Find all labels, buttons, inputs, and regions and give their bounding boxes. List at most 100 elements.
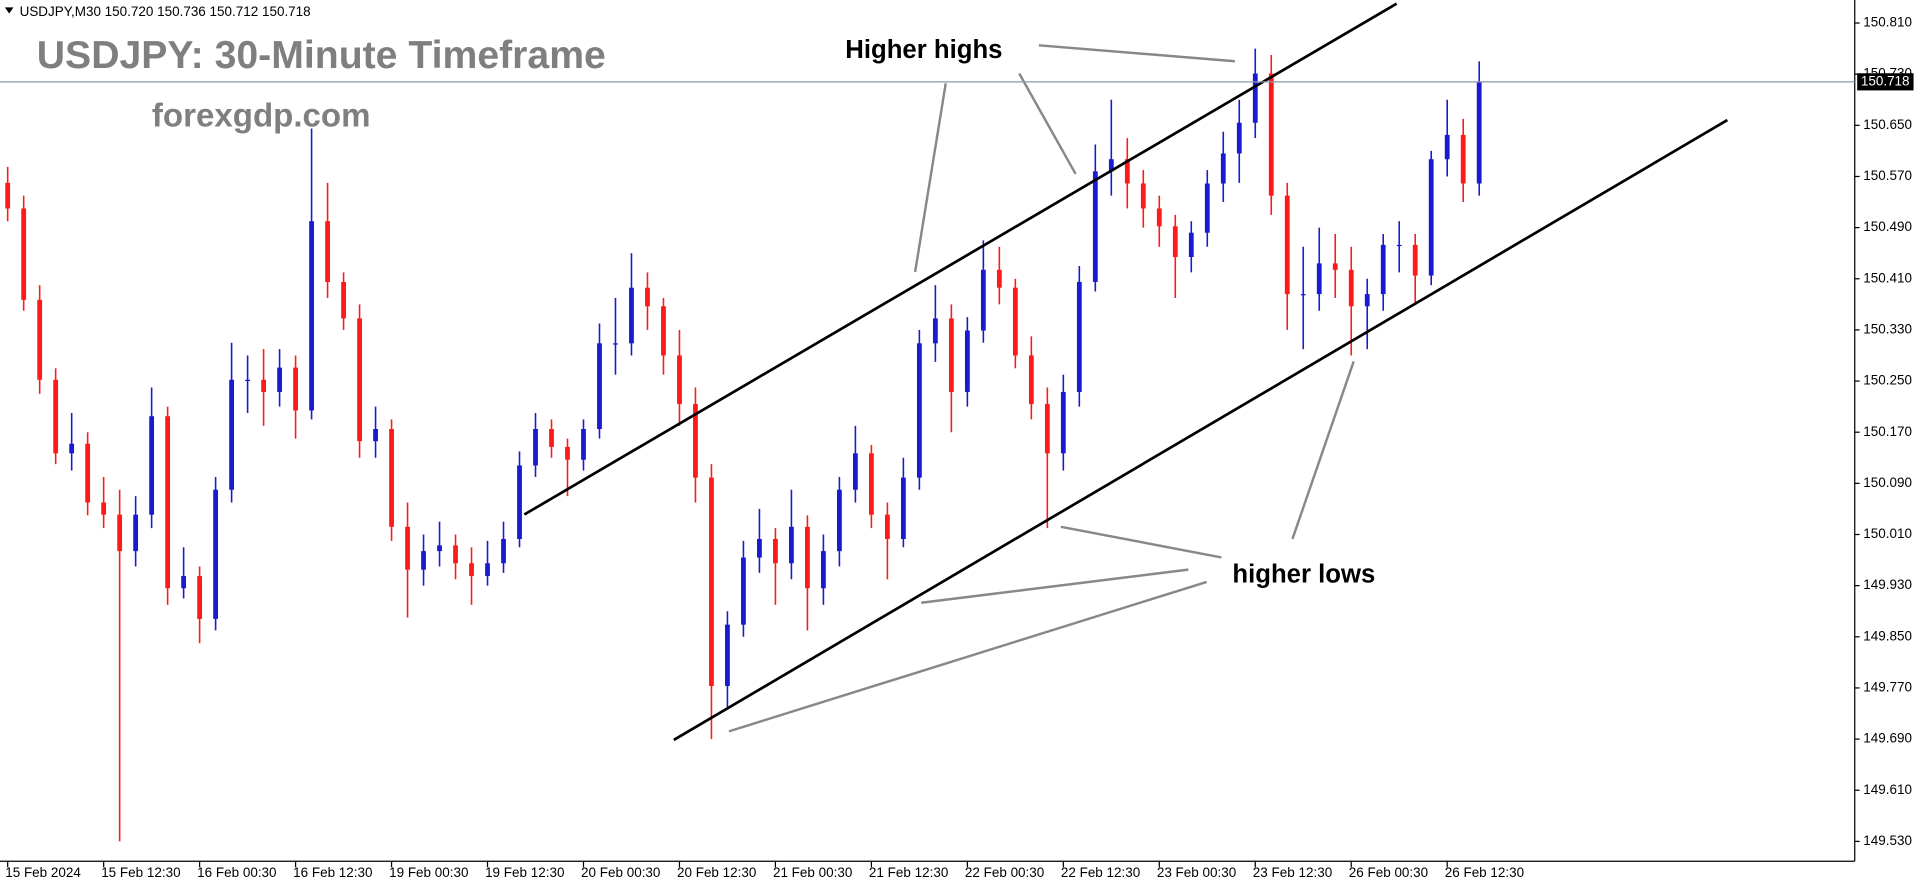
candle-body bbox=[1300, 294, 1306, 296]
candle-body bbox=[709, 477, 714, 687]
candle-body bbox=[1044, 404, 1050, 454]
pointer-line bbox=[1038, 44, 1235, 63]
candle-body bbox=[1396, 244, 1402, 247]
y-tick-label: 150.090 bbox=[1863, 475, 1912, 490]
x-tick-label: 26 Feb 00:30 bbox=[1349, 865, 1428, 880]
candle-body bbox=[725, 624, 730, 687]
candle-body bbox=[149, 416, 155, 515]
candle-body bbox=[693, 404, 698, 478]
x-tick-label: 26 Feb 12:30 bbox=[1445, 865, 1524, 880]
candle-body bbox=[325, 221, 330, 282]
candle-body bbox=[1124, 159, 1130, 184]
candle-body bbox=[1092, 171, 1098, 282]
candle-body bbox=[1460, 134, 1466, 184]
candle-body bbox=[1108, 159, 1114, 172]
candle-body bbox=[565, 446, 570, 460]
candle-body bbox=[1236, 122, 1242, 154]
candle-body bbox=[1028, 355, 1034, 405]
candle-body bbox=[389, 429, 394, 527]
x-tick-label: 22 Feb 12:30 bbox=[1061, 865, 1140, 880]
candle-body bbox=[469, 563, 474, 577]
candle-body bbox=[837, 489, 842, 552]
candle-body bbox=[245, 379, 250, 382]
x-tick-label: 15 Feb 2024 bbox=[5, 865, 81, 880]
x-tick-label: 20 Feb 00:30 bbox=[581, 865, 660, 880]
chart-subtitle: forexgdp.com bbox=[152, 97, 371, 134]
ticks: 150.810150.730150.650150.570150.490150.4… bbox=[5, 15, 1912, 880]
candle-body bbox=[293, 367, 298, 411]
pointer-line bbox=[921, 568, 1189, 604]
upper-channel-line bbox=[523, 2, 1398, 516]
candle-body bbox=[757, 538, 762, 558]
candle-body bbox=[373, 429, 378, 442]
candle-body bbox=[1428, 159, 1434, 276]
y-tick-label: 150.570 bbox=[1863, 168, 1912, 183]
candle-body bbox=[1140, 183, 1146, 209]
candle-body bbox=[884, 514, 890, 539]
candle-body bbox=[501, 538, 506, 564]
candle-body bbox=[661, 306, 666, 356]
candle-body bbox=[1444, 134, 1450, 160]
candle-body bbox=[980, 269, 986, 331]
candle-body bbox=[645, 287, 650, 307]
candle-body bbox=[597, 343, 602, 430]
x-tick-label: 19 Feb 00:30 bbox=[389, 865, 468, 880]
y-tick-label: 150.330 bbox=[1863, 321, 1912, 336]
candle-body bbox=[197, 576, 203, 619]
candle-body bbox=[1284, 195, 1290, 295]
candles bbox=[5, 48, 1482, 842]
candle-body bbox=[805, 526, 810, 589]
candle-body bbox=[437, 545, 442, 552]
candle-body bbox=[741, 557, 746, 625]
candle-body bbox=[1476, 81, 1482, 184]
last-price-label: 150.718 bbox=[1861, 73, 1910, 88]
lower-channel-line bbox=[673, 118, 1729, 742]
x-tick-label: 16 Feb 00:30 bbox=[197, 865, 276, 880]
candle-body bbox=[1348, 269, 1354, 307]
candle-body bbox=[1220, 153, 1226, 184]
candle-body bbox=[69, 443, 75, 454]
x-tick-label: 23 Feb 12:30 bbox=[1253, 865, 1332, 880]
candle-body bbox=[5, 182, 11, 209]
y-tick-label: 149.530 bbox=[1863, 833, 1912, 848]
candle-body bbox=[21, 208, 27, 300]
trend-lines bbox=[523, 2, 1729, 742]
candle-body bbox=[677, 355, 682, 405]
candle-body bbox=[900, 477, 906, 539]
price-line-group: 150.718 bbox=[0, 73, 1914, 91]
pointer-line bbox=[913, 83, 947, 273]
annotation: higher lows bbox=[1232, 561, 1375, 589]
candle-body bbox=[1156, 208, 1162, 227]
candle-body bbox=[1252, 73, 1258, 123]
candle-body bbox=[773, 538, 778, 564]
chart-title: USDJPY: 30-Minute Timeframe bbox=[37, 34, 606, 77]
candle-body bbox=[357, 318, 362, 442]
candle-body bbox=[789, 526, 794, 564]
x-tick-label: 22 Feb 00:30 bbox=[965, 865, 1044, 880]
candle-body bbox=[549, 429, 554, 447]
candle-body bbox=[485, 563, 490, 577]
x-tick-label: 23 Feb 00:30 bbox=[1157, 865, 1236, 880]
candle-body bbox=[453, 545, 458, 564]
y-tick-label: 150.810 bbox=[1863, 15, 1912, 30]
x-tick-label: 20 Feb 12:30 bbox=[677, 865, 756, 880]
y-tick-label: 150.170 bbox=[1863, 424, 1912, 439]
candle-body bbox=[932, 318, 938, 344]
pointer-line bbox=[728, 580, 1208, 733]
candle-body bbox=[517, 465, 522, 539]
candle-body bbox=[309, 221, 314, 411]
x-tick-label: 21 Feb 00:30 bbox=[773, 865, 852, 880]
y-tick-label: 149.770 bbox=[1863, 680, 1912, 695]
pointer-line bbox=[1060, 525, 1222, 559]
candle-body bbox=[1204, 183, 1210, 233]
candle-body bbox=[1172, 226, 1178, 258]
candle-body bbox=[229, 379, 235, 490]
candle-body bbox=[85, 443, 91, 503]
y-tick-label: 150.490 bbox=[1863, 219, 1912, 234]
x-tick-label: 21 Feb 12:30 bbox=[869, 865, 948, 880]
y-tick-label: 149.690 bbox=[1863, 731, 1912, 746]
y-tick-label: 150.250 bbox=[1863, 373, 1912, 388]
y-tick-label: 149.930 bbox=[1863, 577, 1912, 592]
candle-body bbox=[53, 379, 59, 454]
candle-body bbox=[421, 551, 426, 570]
